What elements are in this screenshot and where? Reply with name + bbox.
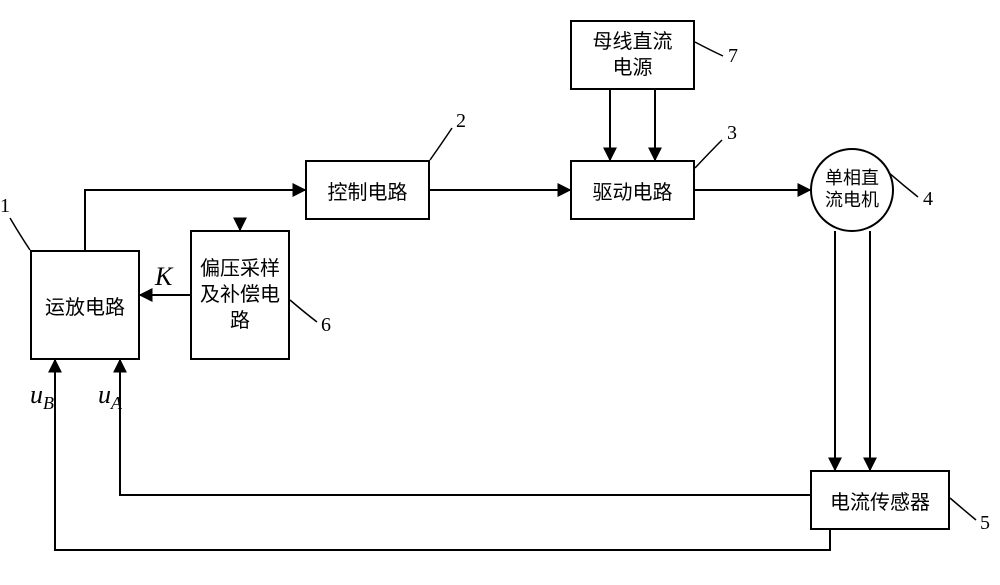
- label-uA: uA: [98, 380, 122, 414]
- diagram-canvas: 运放电路 控制电路 驱动电路 单相直 流电机 电流传感器 偏压采样 及补偿电 路…: [0, 0, 1000, 585]
- block-opamp: 运放电路: [30, 250, 140, 360]
- num-2: 2: [456, 110, 466, 133]
- block-drive: 驱动电路: [570, 160, 695, 220]
- block-opamp-label: 运放电路: [45, 291, 125, 320]
- block-bias: 偏压采样 及补偿电 路: [190, 230, 290, 360]
- label-uB-u: u: [30, 380, 43, 409]
- num-3: 3: [727, 122, 737, 145]
- block-bias-label-1: 偏压采样: [200, 256, 280, 282]
- arrow-sensor-opamp-b: [55, 360, 830, 550]
- label-uA-u: u: [98, 380, 111, 409]
- leader-3: [695, 140, 722, 168]
- arrow-sensor-opamp-a: [120, 360, 810, 495]
- block-control: 控制电路: [305, 160, 430, 220]
- leader-6: [290, 300, 317, 322]
- label-uA-sub: A: [111, 393, 122, 413]
- leader-2: [430, 128, 452, 160]
- block-bias-label-3: 路: [200, 308, 280, 334]
- block-power-label-2: 电源: [593, 55, 673, 81]
- block-sensor-label: 电流传感器: [830, 486, 930, 515]
- leader-7: [695, 42, 723, 56]
- num-4: 4: [923, 188, 933, 211]
- num-1: 1: [0, 195, 10, 218]
- label-uB-sub: B: [43, 393, 54, 413]
- block-sensor: 电流传感器: [810, 470, 950, 530]
- block-drive-label: 驱动电路: [593, 176, 673, 205]
- block-bias-label-2: 及补偿电: [200, 282, 280, 308]
- block-motor-label-2: 流电机: [825, 190, 879, 212]
- label-K: K: [155, 262, 172, 292]
- block-control-label: 控制电路: [328, 176, 408, 205]
- label-K-text: K: [155, 262, 172, 291]
- label-uB: uB: [30, 380, 54, 414]
- block-motor-label-1: 单相直: [825, 168, 879, 190]
- leader-1: [10, 218, 30, 250]
- block-power: 母线直流 电源: [570, 20, 695, 90]
- num-7: 7: [728, 45, 738, 68]
- num-6: 6: [321, 314, 331, 337]
- block-power-label-1: 母线直流: [593, 29, 673, 55]
- block-motor: 单相直 流电机: [810, 148, 894, 232]
- num-5: 5: [980, 512, 990, 535]
- leader-5: [950, 498, 976, 520]
